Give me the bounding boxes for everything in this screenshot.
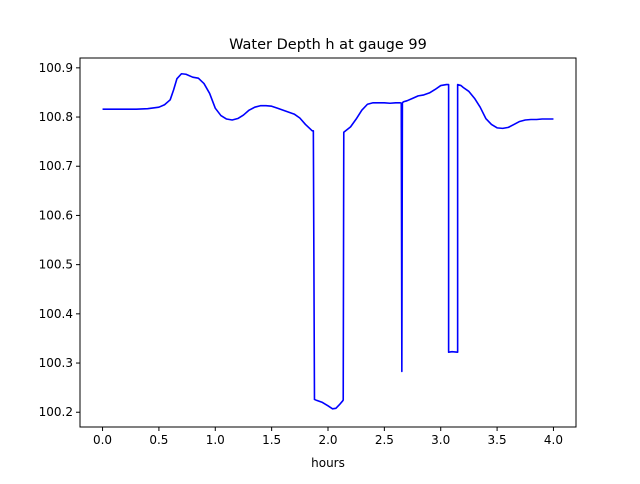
y-axis: 100.2 100.3 100.4 100.5 100.6 100.7 100.8 100.9 — [39, 61, 80, 419]
x-tick-label: 0.0 — [93, 433, 112, 447]
x-tick-label: 1.0 — [206, 433, 225, 447]
x-tick-label: 2.5 — [375, 433, 394, 447]
x-tick-label: 3.0 — [431, 433, 450, 447]
y-tick-label: 100.4 — [39, 307, 73, 321]
x-axis: 0.0 0.5 1.0 1.5 2.0 2.5 3.0 3.5 4.0 — [93, 427, 563, 447]
x-tick-label: 4.0 — [544, 433, 563, 447]
chart-title: Water Depth h at gauge 99 — [229, 37, 427, 53]
y-tick-label: 100.7 — [39, 159, 73, 173]
series-line-1 — [102, 72, 554, 410]
y-tick-label: 100.3 — [39, 356, 73, 370]
x-tick-label: 1.5 — [262, 433, 281, 447]
y-tick-label: 100.6 — [39, 208, 73, 222]
x-tick-label: 0.5 — [149, 433, 168, 447]
x-tick-label: 3.5 — [488, 433, 507, 447]
x-tick-label: 2.0 — [318, 433, 337, 447]
x-axis-label: hours — [311, 456, 345, 470]
y-tick-label: 100.2 — [39, 405, 73, 419]
series-layer — [102, 72, 554, 410]
y-tick-label: 100.5 — [39, 258, 73, 272]
y-tick-label: 100.8 — [39, 110, 73, 124]
y-tick-label: 100.9 — [39, 61, 73, 75]
